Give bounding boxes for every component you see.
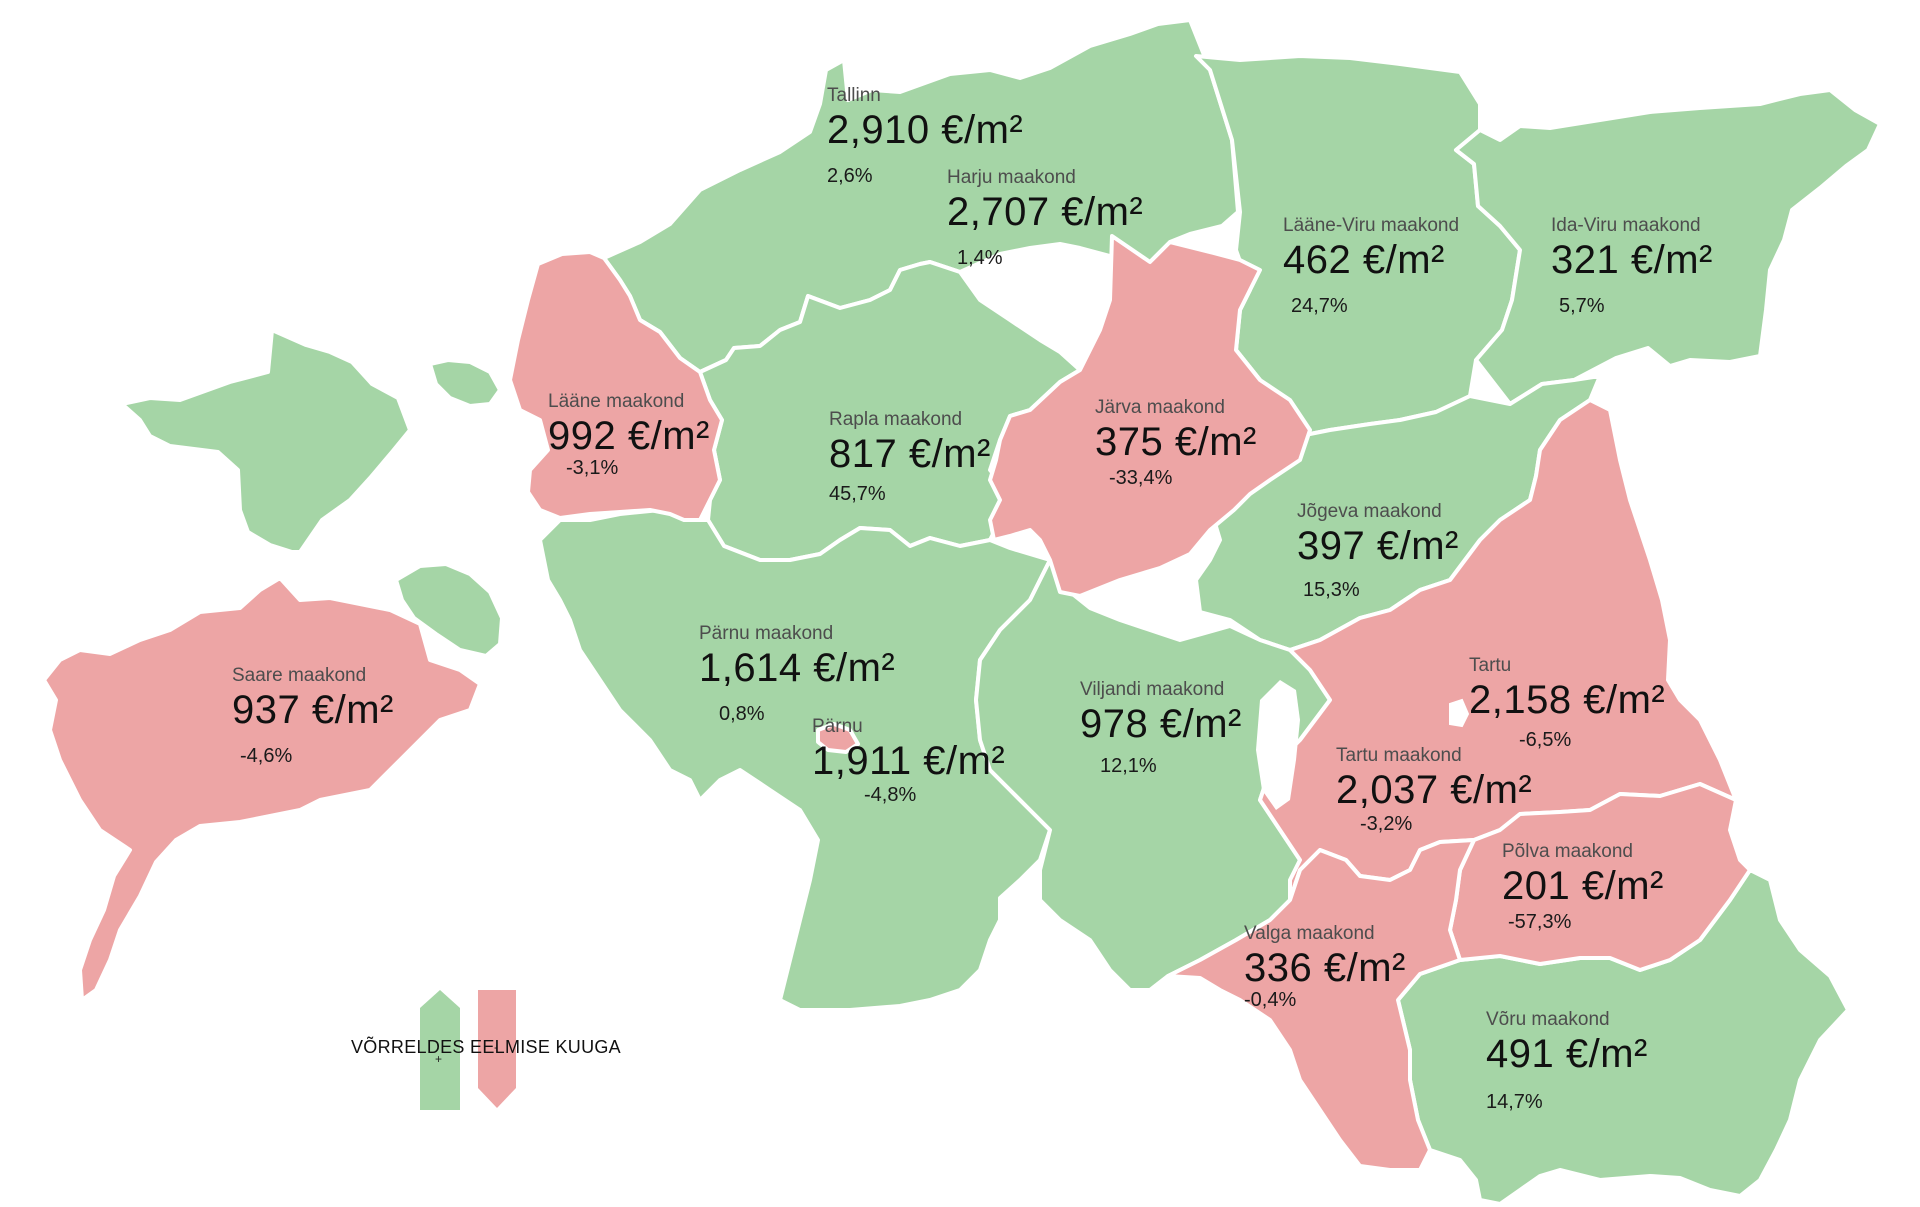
region-price: 2,910 €/m² (827, 108, 1024, 152)
region-label-saare: Saare maakond 937 €/m² -4,6% (232, 666, 394, 766)
region-label-viljandi: Viljandi maakond 978 €/m² 12,1% (1080, 680, 1242, 776)
region-change: -33,4% (1109, 467, 1173, 489)
region-change: 12,1% (1100, 755, 1157, 777)
region-label-rapla: Rapla maakond 817 €/m² 45,7% (829, 410, 991, 504)
region-price: 992 €/m² (548, 414, 710, 458)
region-change: -4,6% (240, 745, 293, 767)
region-name: Harju maakond (947, 167, 1076, 188)
region-price: 937 €/m² (232, 688, 394, 732)
region-price: 2,707 €/m² (947, 190, 1144, 234)
region-price: 201 €/m² (1502, 864, 1664, 908)
region-price: 321 €/m² (1551, 238, 1713, 282)
region-label-harju: Harju maakond 2,707 €/m² 1,4% (947, 168, 1143, 268)
region-change: 15,3% (1303, 579, 1360, 601)
region-name: Valga maakond (1244, 923, 1375, 944)
region-change: 2,6% (827, 165, 873, 187)
region-change: -3,1% (566, 457, 619, 479)
region-label-jogeva: Jõgeva maakond 397 €/m² 15,3% (1297, 502, 1459, 600)
region-change: -0,4% (1244, 989, 1297, 1011)
region-label-valga: Valga maakond 336 €/m² -0,4% (1244, 924, 1406, 1010)
vormsi-island (428, 358, 502, 408)
tartu-pond (1449, 698, 1470, 728)
region-price: 336 €/m² (1244, 946, 1406, 990)
jarva-region (988, 234, 1312, 598)
laane-region (508, 250, 724, 522)
region-name: Rapla maakond (829, 409, 963, 430)
region-name: Jõgeva maakond (1297, 501, 1442, 522)
parnu-city (816, 722, 860, 754)
idaviru-region (1454, 88, 1882, 406)
region-price: 978 €/m² (1080, 702, 1242, 746)
region-price: 462 €/m² (1283, 238, 1445, 282)
region-price: 375 €/m² (1095, 420, 1257, 464)
region-name: Tartu (1469, 655, 1512, 676)
saare-region (42, 576, 482, 1002)
region-price: 2,158 €/m² (1469, 678, 1666, 722)
region-change: 1,4% (957, 247, 1003, 269)
region-label-idaviru: Ida-Viru maakond 321 €/m² 5,7% (1551, 216, 1713, 316)
region-name: Ida-Viru maakond (1551, 215, 1701, 236)
region-label-jarva: Järva maakond 375 €/m² -33,4% (1095, 398, 1257, 488)
region-price: 1,911 €/m² (812, 739, 1006, 783)
region-label-parnu: Pärnu 1,911 €/m² -4,8% (812, 717, 1005, 805)
region-change: -57,3% (1508, 911, 1572, 933)
vortsjarv-lake (1256, 680, 1300, 810)
region-change: -3,2% (1360, 813, 1413, 835)
legend-caption: VÕRRELDES EELMISE KUUGA (351, 1037, 621, 1057)
region-price: 491 €/m² (1486, 1032, 1648, 1076)
region-name: Pärnu (812, 716, 863, 737)
region-name: Viljandi maakond (1080, 679, 1225, 700)
region-label-voru: Võru maakond 491 €/m² 14,7% (1486, 1010, 1648, 1112)
valga-region (1166, 838, 1476, 1172)
region-price: 2,037 €/m² (1336, 768, 1533, 812)
region-name: Põlva maakond (1502, 841, 1633, 862)
region-change: 24,7% (1291, 295, 1348, 317)
region-change: -4,8% (864, 784, 917, 806)
region-change: 0,8% (719, 703, 765, 725)
region-price: 1,614 €/m² (699, 646, 896, 690)
parnumk-region (538, 508, 1052, 1012)
region-change: -6,5% (1519, 729, 1572, 751)
hiiumaa-region (120, 328, 412, 554)
legend-decrease-shape (478, 990, 516, 1108)
region-name: Võru maakond (1486, 1009, 1610, 1030)
legend-minus-label: - (494, 1040, 498, 1054)
region-label-laane: Lääne maakond 992 €/m² -3,1% (548, 392, 710, 478)
region-name: Järva maakond (1095, 397, 1225, 418)
region-change: 5,7% (1559, 295, 1605, 317)
region-label-laaneviru: Lääne-Viru maakond 462 €/m² 24,7% (1283, 216, 1459, 316)
legend-increase-shape (420, 990, 460, 1110)
region-name: Pärnu maakond (699, 623, 834, 644)
region-price: 817 €/m² (829, 432, 991, 476)
region-name: Lääne-Viru maakond (1283, 215, 1460, 236)
legend-plus-label: + (435, 1052, 443, 1066)
region-label-parnumk: Pärnu maakond 1,614 €/m² 0,8% (699, 624, 895, 724)
region-price: 397 €/m² (1297, 524, 1459, 568)
region-label-tartu: Tartu 2,158 €/m² -6,5% (1469, 656, 1665, 750)
region-name: Tartu maakond (1336, 745, 1462, 766)
muhu-island (394, 562, 504, 658)
region-label-polva: Põlva maakond 201 €/m² -57,3% (1502, 842, 1664, 932)
region-label-tallinn: Tallinn 2,910 €/m² 2,6% (827, 86, 1023, 186)
region-label-tartumk: Tartu maakond 2,037 €/m² -3,2% (1336, 746, 1532, 834)
region-name: Lääne maakond (548, 391, 685, 412)
region-name: Saare maakond (232, 665, 367, 686)
region-name: Tallinn (827, 85, 881, 106)
region-change: 14,7% (1486, 1091, 1543, 1113)
region-change: 45,7% (829, 483, 886, 505)
